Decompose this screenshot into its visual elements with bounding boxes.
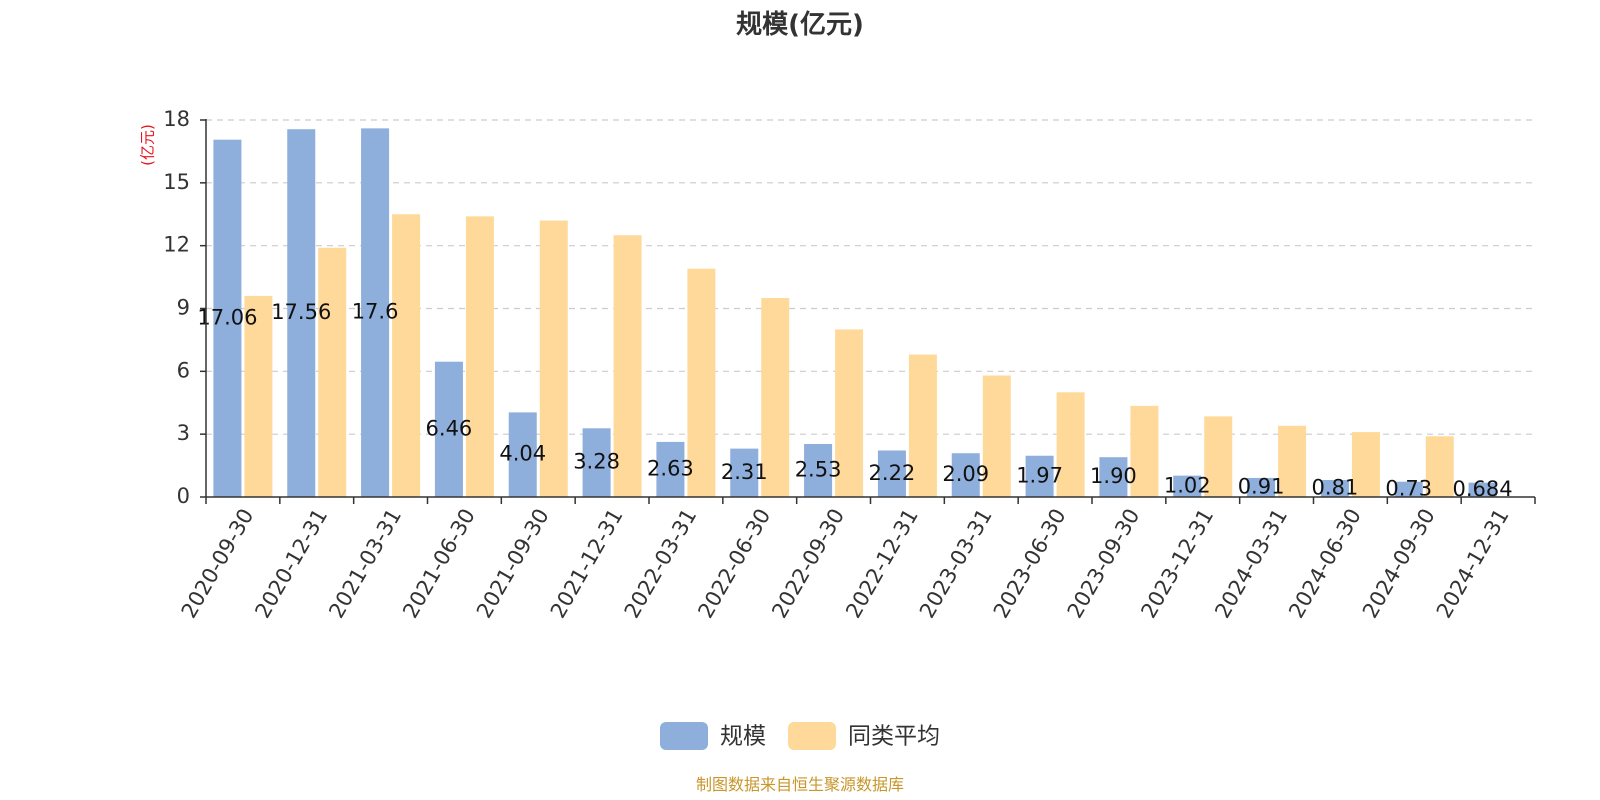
x-axis-ticks: 2020-09-302020-12-312021-03-312021-06-30… (177, 497, 1536, 623)
bar-category-average (1056, 392, 1085, 497)
data-label-scale: 17.6 (352, 300, 399, 324)
bar-category-average (761, 298, 790, 497)
bar-scale (877, 450, 906, 497)
x-tick-label: 2021-06-30 (398, 504, 480, 622)
data-label-scale: 0.91 (1238, 474, 1285, 498)
x-tick-label: 2021-03-31 (324, 505, 406, 623)
data-label-scale: 2.09 (942, 462, 989, 486)
bar-scale (361, 128, 390, 497)
x-tick-label: 2024-12-31 (1432, 505, 1514, 623)
x-tick-label: 2021-12-31 (546, 505, 628, 623)
bar-scale (656, 441, 685, 497)
bar-scale (1394, 481, 1423, 497)
x-tick-label: 2023-09-30 (1063, 505, 1145, 623)
x-tick-label: 2024-03-31 (1210, 505, 1292, 623)
data-label-scale: 2.31 (721, 460, 768, 484)
data-label-scale: 1.97 (1016, 463, 1063, 487)
bar-category-average (1130, 405, 1159, 497)
data-label-scale: 17.06 (197, 305, 257, 329)
data-label-scale: 3.28 (573, 450, 620, 474)
bar-scale (213, 139, 242, 497)
x-tick-label: 2020-12-31 (250, 505, 332, 623)
x-tick-label: 2022-09-30 (767, 505, 849, 623)
bar-category-average (1204, 416, 1233, 497)
bar-category-average (908, 354, 937, 497)
source-note: 制图数据来自恒生聚源数据库 (696, 775, 904, 794)
bar-scale (1099, 457, 1128, 497)
y-tick-label: 9 (177, 296, 190, 320)
bar-category-average (613, 235, 642, 497)
y-tick-label: 12 (163, 233, 190, 257)
x-tick-label: 2020-09-30 (177, 505, 259, 623)
bar-category-average (982, 375, 1011, 497)
bar-scale (804, 444, 833, 497)
y-tick-label: 6 (177, 358, 190, 382)
bar-scale (951, 453, 980, 497)
data-label-scale: 0.81 (1312, 476, 1359, 500)
bar-category-average (539, 220, 568, 498)
data-label-scale: 4.04 (499, 442, 546, 466)
x-tick-label: 2023-06-30 (989, 505, 1071, 623)
bar-scale (1247, 477, 1276, 497)
y-axis-unit: (亿元) (139, 124, 157, 166)
x-tick-label: 2024-09-30 (1358, 505, 1440, 623)
x-tick-label: 2022-12-31 (841, 505, 923, 623)
bar-category-average (1425, 436, 1454, 497)
bar-category-average (1351, 432, 1380, 497)
bar-scale (582, 428, 611, 497)
data-label-scale: 2.22 (869, 461, 916, 485)
x-tick-label: 2021-09-30 (472, 505, 554, 623)
legend-label: 规模 (720, 724, 766, 750)
y-tick-label: 3 (177, 421, 190, 445)
bar-category-average (392, 214, 421, 497)
y-tick-label: 0 (177, 484, 190, 508)
bar-scale (508, 412, 537, 497)
data-label-scale: 1.90 (1090, 464, 1137, 488)
bar-category-average (687, 268, 716, 497)
bar-scale (730, 448, 759, 497)
bar-scale (1025, 455, 1054, 497)
x-tick-label: 2022-03-31 (620, 505, 702, 623)
data-label-scale: 1.02 (1164, 473, 1211, 497)
bar-scale (434, 361, 463, 497)
legend-swatch (660, 722, 708, 750)
bar-category-average (318, 247, 347, 497)
data-label-scale: 17.56 (271, 300, 331, 324)
legend[interactable]: 规模 同类平均 (660, 722, 940, 750)
x-tick-label: 2024-06-30 (1284, 505, 1366, 623)
legend-item-scale[interactable]: 规模 (660, 722, 766, 750)
y-axis-ticks: 0 3 6 9 12 15 18 (163, 107, 206, 508)
chart-title: 规模(亿元) (736, 10, 864, 40)
bars (213, 128, 1497, 498)
bar-scale (1468, 482, 1497, 497)
legend-item-category-average[interactable]: 同类平均 (788, 722, 940, 750)
bar-category-average (1278, 425, 1307, 497)
x-tick-label: 2023-12-31 (1136, 505, 1218, 623)
x-tick-label: 2023-03-31 (915, 505, 997, 623)
legend-label: 同类平均 (848, 724, 940, 750)
data-label-scale: 2.53 (795, 458, 842, 482)
legend-swatch (788, 722, 836, 750)
bar-category-average (835, 329, 864, 497)
y-tick-label: 18 (163, 107, 190, 131)
x-tick-label: 2022-06-30 (693, 505, 775, 623)
bar-scale (1173, 475, 1202, 497)
bar-scale (287, 129, 316, 497)
data-labels: 17.06 17.56 17.6 6.46 4.04 3.28 2.63 2.31 2.53 2.… (197, 300, 1512, 501)
bar-scale (1320, 480, 1349, 497)
y-tick-label: 15 (163, 170, 190, 194)
bar-category-average (244, 295, 273, 497)
data-label-scale: 2.63 (647, 456, 694, 480)
bar-category-average (465, 216, 494, 497)
data-label-scale: 6.46 (426, 416, 473, 440)
gridlines (206, 119, 1535, 435)
